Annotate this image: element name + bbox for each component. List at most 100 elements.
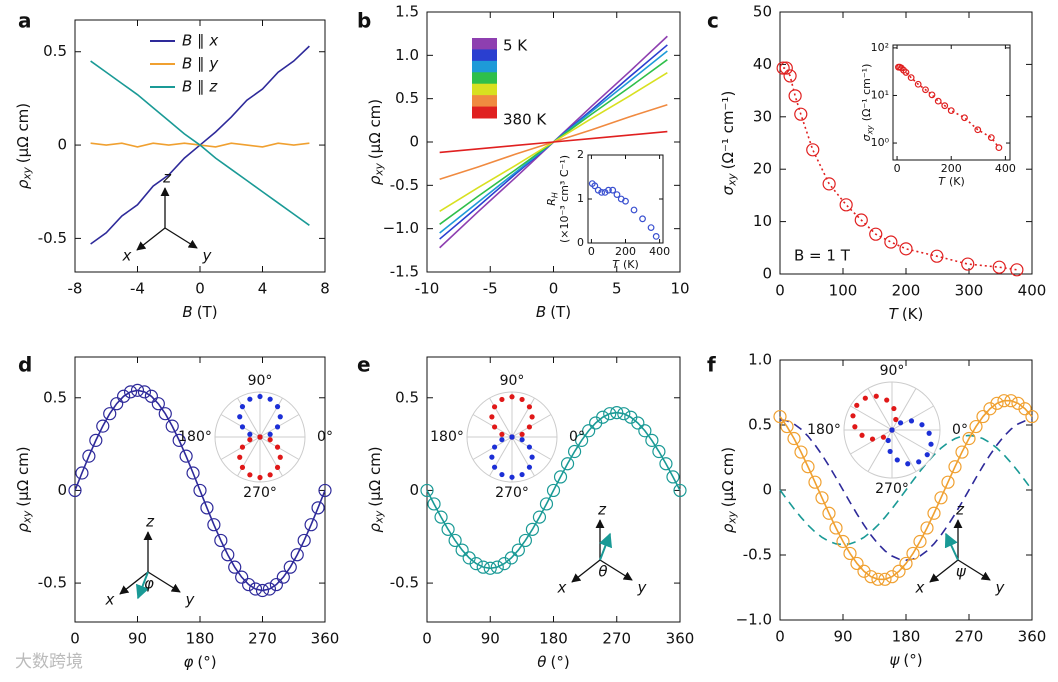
frame-axis — [147, 571, 181, 593]
polar-point — [919, 422, 925, 428]
frame-label: z — [162, 169, 172, 187]
data-point — [518, 533, 532, 548]
y-tick-label: 1.0 — [748, 351, 772, 369]
y-tick-label: -1.5 — [390, 263, 419, 281]
polar-point — [274, 404, 281, 410]
label-unit: (T) — [197, 303, 218, 321]
label-symbol: B — [536, 303, 546, 321]
data-point — [483, 561, 497, 575]
polar-point — [526, 404, 533, 410]
data-point — [878, 572, 892, 586]
panel-label: f — [707, 353, 716, 377]
y-axis-label: RH — [545, 192, 559, 206]
polar-point — [489, 414, 495, 420]
x-tick-label: 400 — [1018, 282, 1047, 300]
data-point — [596, 410, 610, 424]
polar-label: 270° — [243, 485, 277, 501]
polar-point — [916, 459, 922, 465]
frame-label: y — [185, 591, 196, 609]
x-axis-label: φ (°) — [183, 653, 216, 671]
y-tick-label: 0.5 — [43, 388, 67, 406]
polar-point — [257, 474, 263, 481]
label-symbol: θ — [537, 653, 546, 671]
panel-label: c — [707, 9, 719, 33]
label-unit: (K) — [949, 175, 965, 188]
angle-arrow — [944, 532, 959, 561]
angle-arrow — [598, 532, 613, 561]
polar-point — [885, 437, 891, 444]
data-point — [448, 533, 462, 548]
label-symbol: ρ — [14, 523, 32, 533]
data-point — [1010, 263, 1024, 277]
polar-point — [519, 431, 525, 437]
y-tick-label: 0 — [409, 481, 419, 499]
label-symbol: T — [938, 175, 946, 188]
polar-point — [499, 471, 505, 478]
polar-label: 0° — [569, 429, 585, 445]
polar-point — [277, 454, 283, 460]
polar-label: 180° — [430, 429, 464, 445]
x-axis-label: T (K) — [938, 175, 965, 188]
data-point — [591, 182, 599, 190]
data-point — [997, 394, 1011, 408]
y-tick-label: 40 — [753, 55, 772, 73]
x-tick-label: 200 — [892, 282, 921, 300]
label-symbol: T — [612, 258, 620, 271]
data-point — [927, 506, 941, 520]
data-point — [843, 546, 857, 561]
y-tick-label: -0.5 — [38, 574, 67, 592]
data-point — [652, 444, 666, 459]
data-point — [290, 548, 304, 562]
frame-label: y — [995, 579, 1006, 597]
frame-axis — [571, 559, 601, 583]
polar-point — [491, 404, 498, 410]
y-tick-label: 0 — [57, 481, 67, 499]
data-point — [787, 431, 801, 446]
data-point — [610, 405, 624, 420]
colorbar-swatch — [472, 106, 497, 119]
annotation: B = 1 T — [794, 247, 851, 265]
data-point — [794, 107, 808, 121]
polar-point — [529, 454, 535, 460]
label-subscript: xy — [727, 510, 739, 524]
data-point — [948, 460, 962, 474]
label-symbol: ρ — [14, 179, 32, 189]
frame-label: y — [637, 579, 648, 597]
data-point — [476, 560, 490, 574]
label-symbol: ρ — [366, 175, 384, 185]
data-point — [934, 97, 942, 105]
y-axis-label: σxy (Ω⁻¹ cm⁻¹) — [719, 91, 739, 196]
polar-point — [908, 418, 915, 424]
label-symbol: T — [889, 305, 900, 323]
x-tick-label: 100 — [829, 282, 858, 300]
polar-label: 180° — [807, 422, 841, 438]
data-point — [575, 433, 589, 447]
polar-point — [489, 454, 495, 460]
polar-point — [884, 397, 890, 403]
data-point — [207, 518, 221, 532]
polar-point — [852, 424, 858, 430]
data-point — [630, 206, 638, 214]
y-tick-label: 10 — [753, 212, 772, 230]
y-tick-label: 0 — [577, 236, 584, 249]
data-point — [311, 501, 325, 515]
x-tick-label: 360 — [1018, 628, 1047, 646]
label-subscript: xy — [374, 162, 386, 176]
series-line — [779, 419, 1033, 562]
label-unit: (°) — [197, 653, 216, 671]
y-tick-label: 0 — [762, 265, 772, 283]
x-tick-label: 180 — [539, 630, 568, 648]
label-symbol: ρ — [366, 523, 384, 533]
polar-label: 180° — [178, 429, 212, 445]
data-point — [907, 74, 915, 82]
data-point — [255, 583, 270, 598]
data-point — [613, 191, 621, 199]
data-point — [947, 107, 955, 115]
label-unit: (°) — [903, 651, 922, 669]
data-point — [103, 407, 117, 421]
data-point — [962, 431, 976, 446]
data-point — [68, 483, 82, 498]
polar-point — [887, 448, 893, 455]
data-point — [645, 433, 659, 447]
polar-point — [526, 464, 533, 470]
